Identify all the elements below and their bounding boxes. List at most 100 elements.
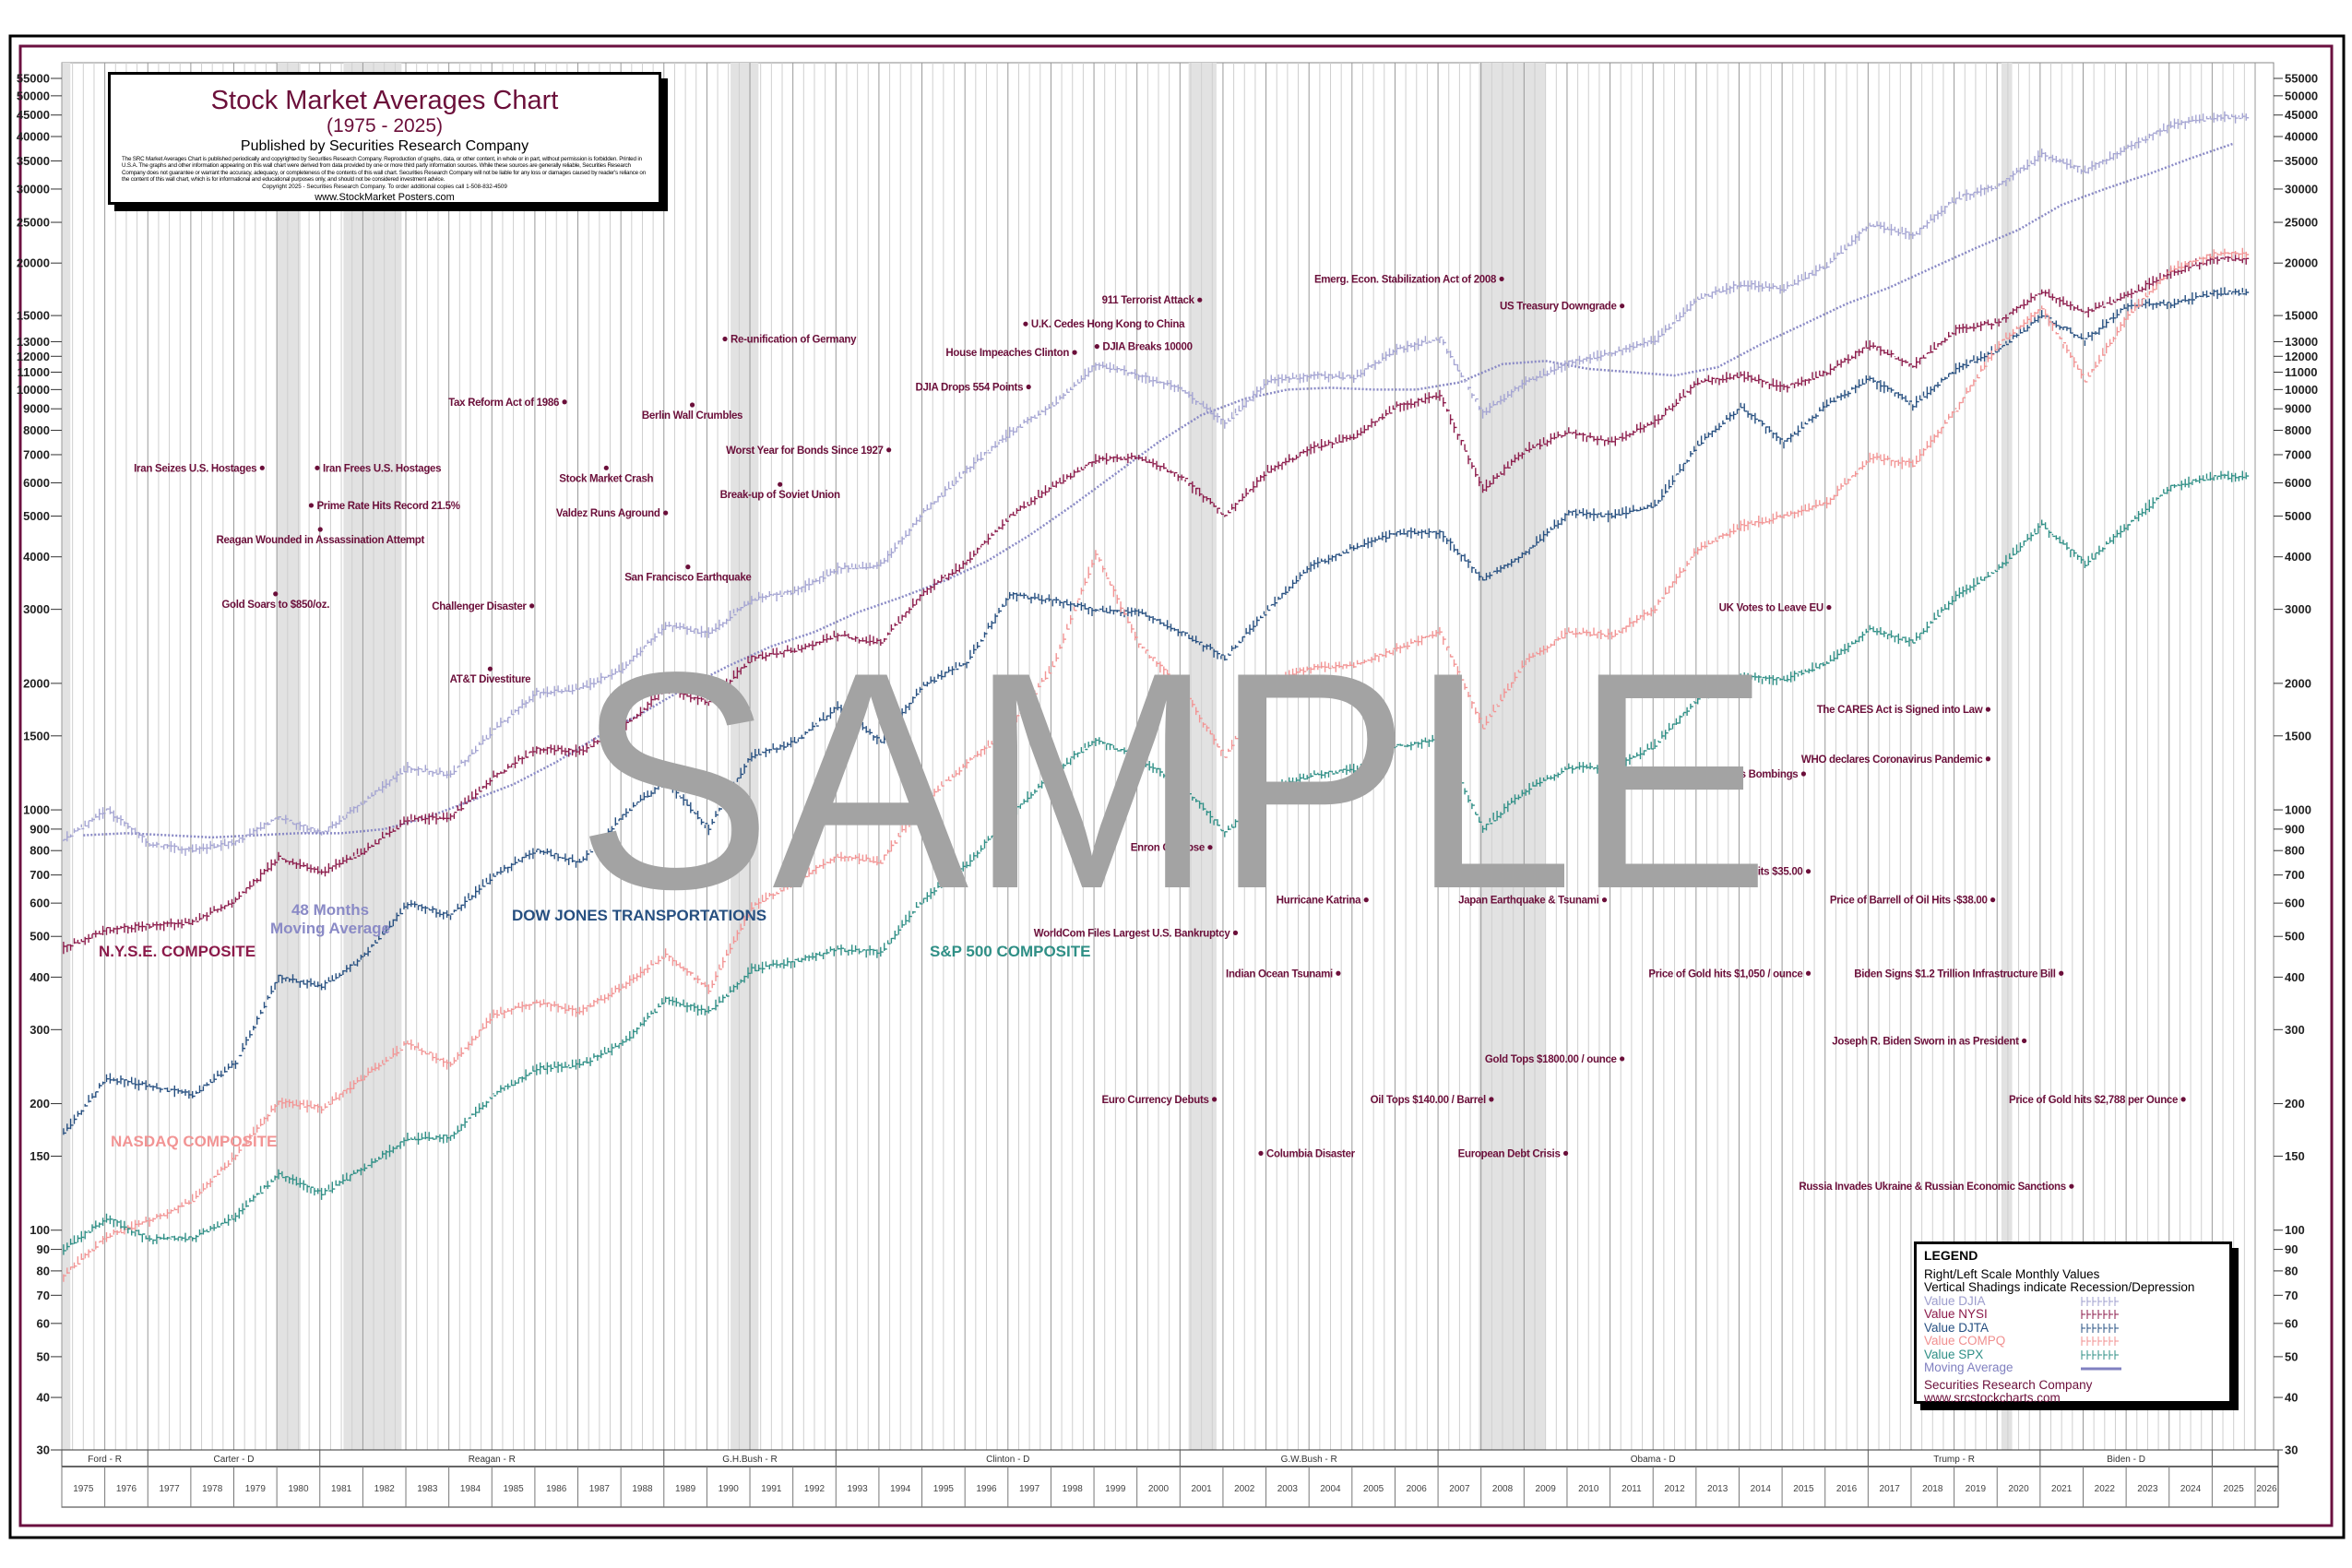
right-axis-tick-label: 15000	[2285, 309, 2318, 323]
data-bar-compq	[1740, 511, 1784, 532]
legend-heading: LEGEND	[1924, 1248, 1978, 1263]
year-label: 2013	[1707, 1484, 1728, 1494]
data-bar-spx	[751, 957, 794, 974]
data-bar-spx	[1740, 672, 1784, 685]
event-marker	[2069, 1183, 2074, 1189]
event-annotation: Tax Reform Act of 1986	[448, 398, 567, 409]
left-axis-tick-label: 4000	[23, 550, 50, 564]
data-bar-djta	[622, 778, 665, 820]
data-bar-spx	[1481, 790, 1526, 833]
event-marker	[1094, 344, 1099, 350]
data-bar-djta	[1310, 543, 1353, 572]
data-bar-spx	[1825, 628, 1870, 664]
year-label: 2023	[2137, 1484, 2158, 1494]
left-axis-tick-label: 15000	[17, 309, 50, 323]
event-marker	[1562, 1150, 1569, 1156]
data-bar-nysi	[1525, 430, 1568, 453]
legend-line-shading: Vertical Shadings indicate Recession/Dep…	[1924, 1280, 2195, 1294]
event-marker	[1258, 1150, 1264, 1156]
data-bar-compq	[2169, 254, 2214, 272]
left-axis-tick-label: 55000	[17, 72, 50, 86]
data-bar-spx	[2041, 519, 2085, 564]
data-bar-nysi	[320, 848, 364, 877]
event-annotation: Gold Tops $1800.00 / ounce	[1485, 1054, 1625, 1065]
data-bar-nysi	[493, 746, 536, 778]
data-bar-compq	[1266, 666, 1311, 687]
data-bar-djia	[1912, 196, 1955, 240]
data-bar-spx	[707, 967, 751, 1014]
data-bar-compq	[1954, 344, 1999, 412]
data-bar-djta	[1439, 529, 1482, 581]
data-bar-nysi	[837, 630, 880, 647]
right-axis-tick-label: 40000	[2285, 130, 2318, 144]
left-axis-tick-label: 12000	[17, 350, 50, 363]
event-marker	[689, 402, 695, 408]
data-bar-compq	[622, 956, 665, 990]
left-axis-tick-label: 40	[37, 1391, 50, 1405]
event-marker	[2059, 970, 2064, 976]
right-axis-tick-label: 300	[2285, 1023, 2305, 1037]
series-label-compq: NASDAQ COMPOSITE	[111, 1133, 277, 1150]
data-bar-djia	[2041, 148, 2085, 174]
data-bar-djta	[105, 1073, 149, 1091]
event-marker	[1072, 350, 1077, 355]
series-label-djta: DOW JONES TRANSPORTATIONS	[512, 907, 766, 924]
event-annotation: WorldCom Files Largest U.S. Bankruptcy	[1034, 928, 1239, 939]
left-axis-tick-label: 70	[37, 1289, 50, 1302]
data-bar-spx	[1998, 523, 2041, 570]
event-label: WHO declares Coronavirus Pandemic	[1801, 754, 1983, 766]
year-label: 1995	[933, 1484, 955, 1494]
event-label: Price of Gold hits $1,050 / ounce	[1648, 968, 1802, 980]
data-bar-djia	[622, 624, 665, 674]
data-bar-compq	[2041, 305, 2085, 379]
event-label: European Debt Crisis	[1458, 1148, 1561, 1159]
data-bar-spx	[1396, 734, 1440, 751]
data-bar-nysi	[1266, 446, 1311, 473]
year-label: 1977	[159, 1484, 180, 1494]
data-bar-nysi	[1481, 452, 1526, 493]
data-bar-djta	[793, 707, 837, 743]
year-label: 1983	[417, 1484, 438, 1494]
data-bar-compq	[407, 1039, 450, 1070]
event-marker	[1026, 384, 1031, 390]
data-bar-djta	[1912, 372, 1955, 411]
president-label: Clinton - D	[986, 1455, 1029, 1465]
event-annotation: Challenger Disaster	[432, 601, 535, 612]
legend-item-label: Value COMPQ	[1924, 1334, 2006, 1348]
legend-item: Value SPX	[1924, 1348, 2222, 1362]
left-axis-tick-label: 6000	[23, 476, 50, 490]
legend-bar-swatch	[2081, 1296, 2119, 1306]
data-bar-nysi	[1954, 318, 1999, 336]
data-bar-djia	[1783, 264, 1826, 293]
data-bar-compq	[1568, 627, 1611, 640]
title-box: Stock Market Averages Chart (1975 - 2025…	[108, 72, 661, 205]
data-bar-djia	[922, 470, 967, 514]
data-bar-spx	[1525, 766, 1568, 796]
year-label: 1982	[374, 1484, 396, 1494]
data-bar-nysi	[664, 683, 708, 706]
data-bar-nysi	[1137, 455, 1182, 481]
data-bar-djta	[578, 817, 623, 863]
data-bar-djta	[1654, 445, 1697, 507]
chart-subtitle: (1975 - 2025)	[326, 115, 444, 137]
data-bar-spx	[407, 1131, 450, 1145]
event-annotation: Columbia Disaster	[1258, 1148, 1356, 1159]
data-bar-djta	[1181, 631, 1224, 659]
right-axis-tick-label: 1500	[2285, 729, 2311, 742]
data-bar-nysi	[1009, 485, 1052, 518]
year-label: 2003	[1277, 1484, 1299, 1494]
event-marker	[2180, 1097, 2186, 1102]
data-bar-djta	[1998, 315, 2041, 352]
right-axis-tick-label: 30000	[2285, 182, 2318, 196]
year-label: 2012	[1664, 1484, 1685, 1494]
event-marker	[663, 510, 669, 516]
event-annotation: Oil Tops $140.00 / Barrel	[1371, 1095, 1494, 1106]
right-axis-tick-label: 500	[2285, 930, 2305, 944]
data-bar-djia	[1095, 362, 1138, 379]
left-axis-tick-label: 11000	[18, 365, 50, 379]
year-label: 2006	[1407, 1484, 1428, 1494]
left-axis-tick-label: 9000	[23, 402, 50, 416]
legend-item: Value COMPQ	[1924, 1334, 2222, 1348]
recession-shading	[343, 63, 402, 1450]
data-bar-djia	[63, 807, 106, 842]
